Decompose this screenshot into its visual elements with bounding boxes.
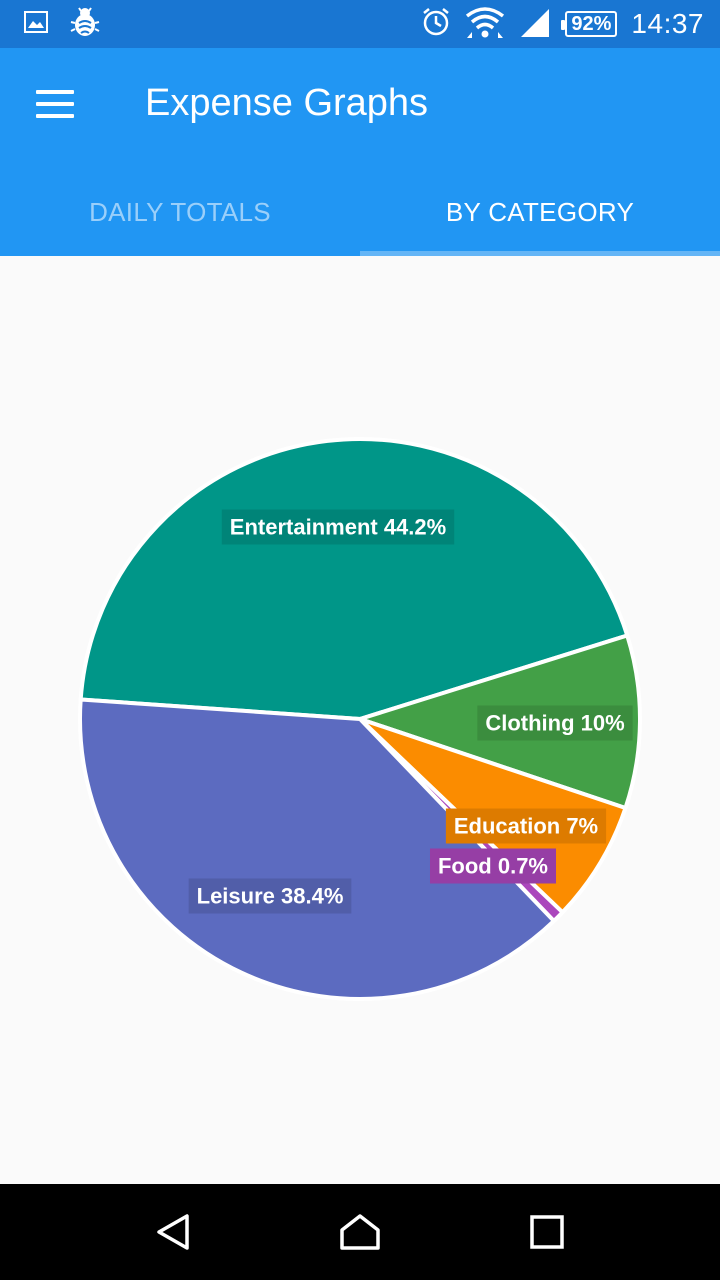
pie-label-clothing: Clothing 10% — [477, 705, 633, 741]
pie-label-food: Food 0.7% — [429, 848, 557, 884]
home-icon[interactable] — [320, 1192, 400, 1272]
pie-label-education: Education 7% — [445, 808, 607, 844]
pie-label-leisure: Leisure 38.4% — [188, 878, 352, 914]
bug-icon — [70, 6, 100, 43]
page-title: Expense Graphs — [145, 82, 429, 124]
pie-label-background — [221, 509, 455, 545]
tab-daily-totals[interactable]: DAILY TOTALS — [89, 196, 271, 227]
pie-label-text: Education 7% — [454, 814, 598, 839]
battery-level: 92% — [571, 12, 612, 35]
pie-label-background — [477, 705, 633, 741]
status-clock: 14:37 — [631, 8, 704, 39]
status-bar: 92% 14:37 — [0, 0, 720, 48]
app-bar: Expense Graphs DAILY TOTALS BY CATEGORY — [0, 48, 720, 256]
navigation-bar — [0, 1184, 720, 1280]
pie-label-entertainment: Entertainment 44.2% — [221, 509, 455, 545]
pie-label-background — [445, 808, 607, 844]
image-icon — [24, 10, 48, 38]
alarm-icon — [421, 7, 451, 42]
pie-label-text: Food 0.7% — [438, 854, 548, 879]
pie-chart[interactable]: Entertainment 44.2% Clothing 10% Education… — [0, 256, 720, 1184]
tab-bar: DAILY TOTALS BY CATEGORY — [0, 168, 720, 256]
pie-label-background — [429, 848, 557, 884]
tab-by-category[interactable]: BY CATEGORY — [360, 168, 720, 256]
menu-icon[interactable] — [36, 90, 76, 118]
recents-icon[interactable] — [507, 1192, 587, 1272]
pie-label-background — [188, 878, 352, 914]
pie-slice-leisure[interactable] — [78, 697, 556, 1001]
pie-label-text: Leisure 38.4% — [197, 884, 344, 909]
pie-label-text: Entertainment 44.2% — [230, 515, 446, 540]
wifi-icon — [465, 6, 505, 43]
battery-icon: 92% — [561, 11, 618, 37]
pie-slice-entertainment[interactable] — [78, 437, 630, 721]
signal-icon — [519, 7, 551, 42]
chart-area: Entertainment 44.2% Clothing 10% Education… — [0, 256, 720, 1184]
pie-label-text: Clothing 10% — [485, 711, 624, 736]
back-icon[interactable] — [133, 1192, 213, 1272]
